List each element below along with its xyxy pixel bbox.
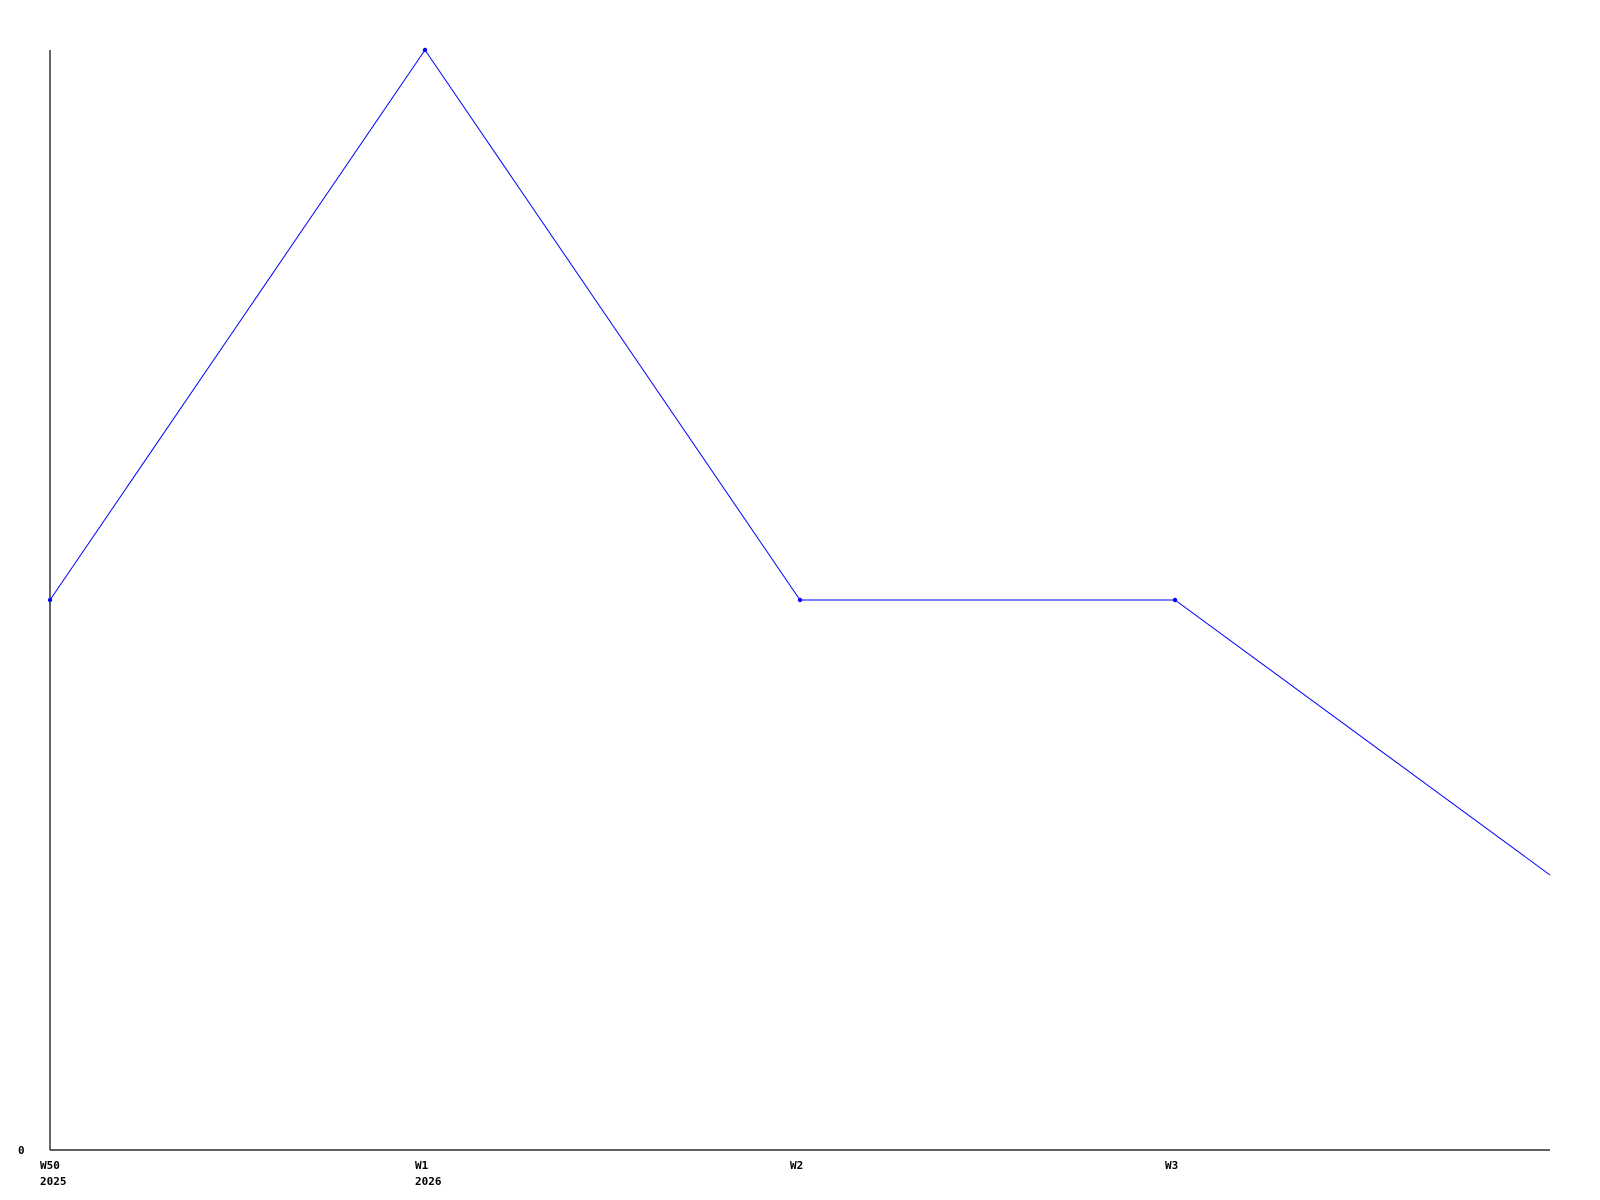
x-tick-label-0-line1: W50 (40, 1159, 60, 1172)
data-point-2 (797, 597, 803, 603)
data-point-3 (1172, 597, 1178, 603)
x-tick-label-0-line2: 2025 (40, 1175, 67, 1188)
y-tick-label-0: 0 (18, 1144, 25, 1157)
series-line (49, 49, 1551, 876)
x-tick-label-2-line1: W2 (790, 1159, 803, 1172)
data-point-0 (47, 597, 53, 603)
data-point-1 (422, 47, 428, 53)
x-tick-label-1-line1: W1 (415, 1159, 429, 1172)
x-tick-label-1-line2: 2026 (415, 1175, 442, 1188)
x-tick-label-3-line1: W3 (1165, 1159, 1178, 1172)
